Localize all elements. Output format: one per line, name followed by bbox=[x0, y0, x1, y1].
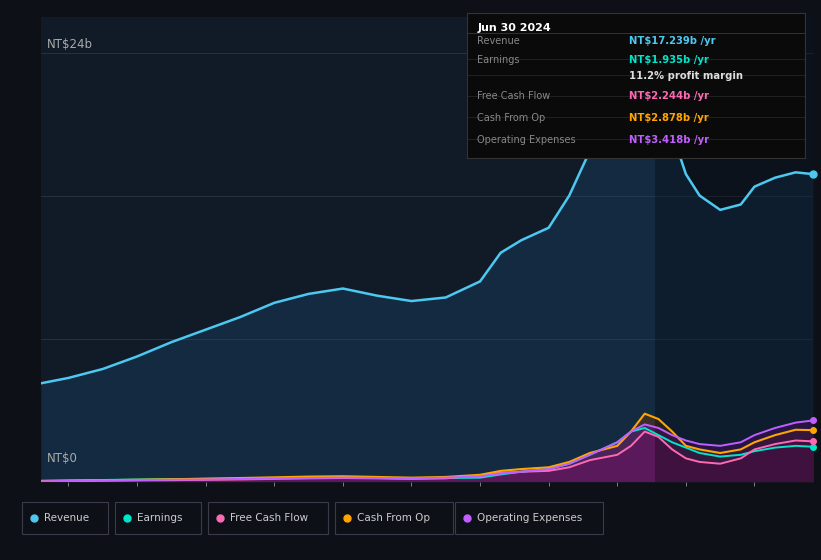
Text: NT$17.239b /yr: NT$17.239b /yr bbox=[629, 36, 716, 46]
Text: NT$2.244b /yr: NT$2.244b /yr bbox=[629, 91, 709, 101]
Text: Operating Expenses: Operating Expenses bbox=[477, 513, 582, 523]
Text: Operating Expenses: Operating Expenses bbox=[477, 135, 576, 145]
Bar bbox=[208, 502, 328, 534]
Text: NT$2.878b /yr: NT$2.878b /yr bbox=[629, 113, 709, 123]
Text: NT$24b: NT$24b bbox=[48, 38, 94, 51]
Bar bbox=[335, 502, 453, 534]
Text: NT$0: NT$0 bbox=[48, 452, 78, 465]
Bar bbox=[22, 502, 108, 534]
Text: Revenue: Revenue bbox=[44, 513, 89, 523]
Bar bbox=[115, 502, 201, 534]
Text: Revenue: Revenue bbox=[477, 36, 520, 46]
Text: Earnings: Earnings bbox=[137, 513, 182, 523]
Text: Jun 30 2024: Jun 30 2024 bbox=[477, 23, 551, 33]
Text: 11.2% profit margin: 11.2% profit margin bbox=[629, 71, 743, 81]
Bar bbox=[655, 17, 813, 482]
Bar bbox=[455, 502, 603, 534]
Text: NT$3.418b /yr: NT$3.418b /yr bbox=[629, 135, 709, 145]
Text: Free Cash Flow: Free Cash Flow bbox=[230, 513, 308, 523]
Text: NT$1.935b /yr: NT$1.935b /yr bbox=[629, 55, 709, 65]
Text: Earnings: Earnings bbox=[477, 55, 520, 65]
Text: Free Cash Flow: Free Cash Flow bbox=[477, 91, 550, 101]
Text: Cash From Op: Cash From Op bbox=[477, 113, 545, 123]
Text: Cash From Op: Cash From Op bbox=[357, 513, 430, 523]
